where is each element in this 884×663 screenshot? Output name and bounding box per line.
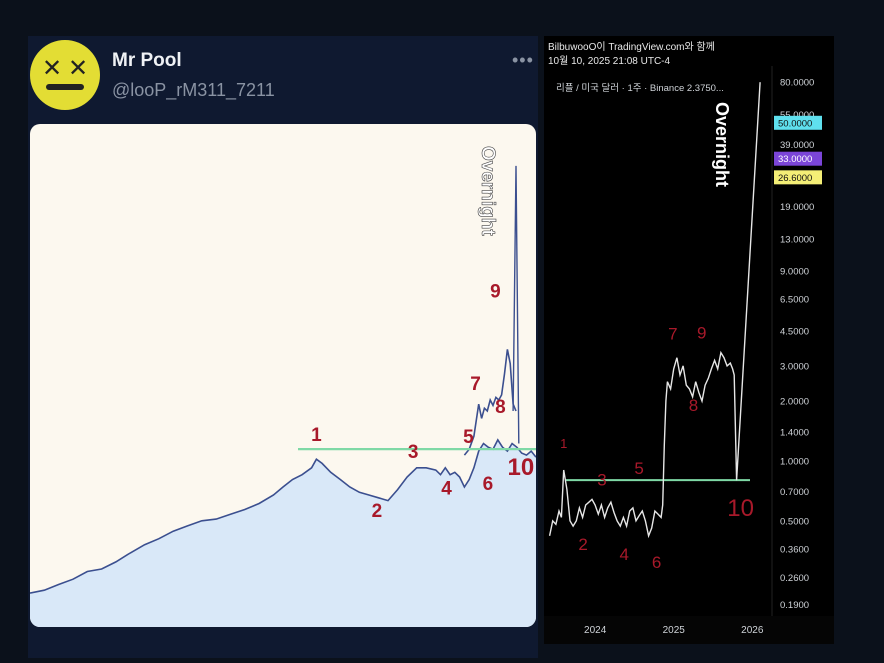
tv-wave-label-3: 3: [597, 470, 606, 489]
wave-label-3: 3: [408, 442, 419, 463]
y-badge-bg: [774, 170, 822, 185]
left-chart-panel: Overnight@Cryptobilbuwoo012345678910: [30, 124, 536, 627]
y-badge-bg: [774, 115, 822, 130]
tweet-card: ✕ ✕ Mr Pool @looP_rM311_7211 ••• Overnig…: [28, 36, 538, 658]
tv-symbol-line: 리플 / 미국 달러 · 1주 · Binance 2.3750...: [556, 83, 724, 94]
y-tick-label: 0.7000: [780, 487, 809, 498]
tv-price-line: [548, 82, 761, 539]
tv-time-axis-bg: [544, 616, 834, 644]
y-tick-label: 19.0000: [780, 202, 814, 213]
y-tick-label: 39.0000: [780, 140, 814, 151]
x-eye-icon: ✕: [68, 54, 89, 82]
y-tick-label: 6.5000: [780, 295, 809, 306]
y-badge-label: 50.0000: [778, 118, 812, 129]
x-tick-label: 2024: [584, 625, 607, 636]
mouth-shape: [46, 84, 84, 90]
x-tick-label: 2025: [663, 625, 686, 636]
tv-wave-label-7: 7: [668, 325, 677, 344]
wave-label-1: 1: [311, 425, 322, 446]
y-badge-label: 33.0000: [778, 154, 812, 165]
x-eye-icon: ✕: [42, 54, 63, 82]
y-tick-label: 0.1900: [780, 600, 809, 611]
y-tick-label: 13.0000: [780, 235, 814, 246]
wave-label-7: 7: [470, 374, 481, 395]
tv-wave-label-10: 10: [727, 495, 754, 522]
tv-wave-label-4: 4: [620, 545, 629, 564]
wave-label-4: 4: [441, 479, 452, 500]
y-tick-label: 1.4000: [780, 427, 809, 438]
tv-header-author: BilbuwooO이 TradingView.com와 함께: [548, 42, 715, 53]
tv-overnight-label: Overnight: [712, 102, 732, 187]
avatar[interactable]: ✕ ✕: [30, 40, 100, 110]
y-tick-label: 4.5000: [780, 326, 809, 337]
overnight-spike-line: [512, 165, 520, 444]
tv-wave-label-8: 8: [689, 396, 698, 415]
tv-header-date: 10월 10, 2025 21:08 UTC-4: [548, 56, 671, 67]
y-tick-label: 0.3600: [780, 545, 809, 556]
y-tick-label: 80.0000: [780, 78, 814, 89]
y-tick-label: 9.0000: [780, 266, 809, 277]
y-tick-label: 0.5000: [780, 516, 809, 527]
y-tick-label: 2.0000: [780, 396, 809, 407]
wave-label-6: 6: [483, 474, 494, 495]
y-tick-label: 55.0000: [780, 110, 814, 121]
y-badge-bg: [774, 151, 822, 166]
more-icon[interactable]: •••: [512, 50, 534, 70]
author-name[interactable]: Mr Pool: [112, 50, 182, 71]
y-tick-label: 0.2600: [780, 573, 809, 584]
chart-area-fill: [30, 439, 536, 627]
wave-label-2: 2: [372, 501, 383, 522]
wave-label-9: 9: [490, 281, 501, 302]
tv-wave-label-9: 9: [697, 324, 706, 343]
wave-label-5: 5: [463, 427, 474, 448]
tv-wave-label-5: 5: [634, 459, 643, 478]
right-price-chart: 80.000055.000039.000019.000013.00009.000…: [544, 66, 834, 644]
tv-wave-label-6: 6: [652, 553, 661, 572]
y-badge-label: 26.6000: [778, 173, 812, 184]
tv-wave-label-2: 2: [578, 535, 587, 554]
x-tick-label: 2026: [741, 625, 764, 636]
wave-label-10: 10: [508, 454, 535, 481]
left-price-chart: Overnight@Cryptobilbuwoo012345678910: [30, 146, 536, 627]
rally-line: [463, 349, 517, 456]
tradingview-panel: BilbuwooO이 TradingView.com와 함께 10월 10, 2…: [544, 36, 834, 644]
author-handle[interactable]: @looP_rM311_7211: [112, 80, 275, 100]
y-tick-label: 3.0000: [780, 361, 809, 372]
wave-label-8: 8: [495, 397, 506, 418]
y-tick-label: 1.0000: [780, 456, 809, 467]
overnight-label: Overnight: [477, 146, 498, 236]
tv-wave-label-1: 1: [560, 436, 567, 451]
